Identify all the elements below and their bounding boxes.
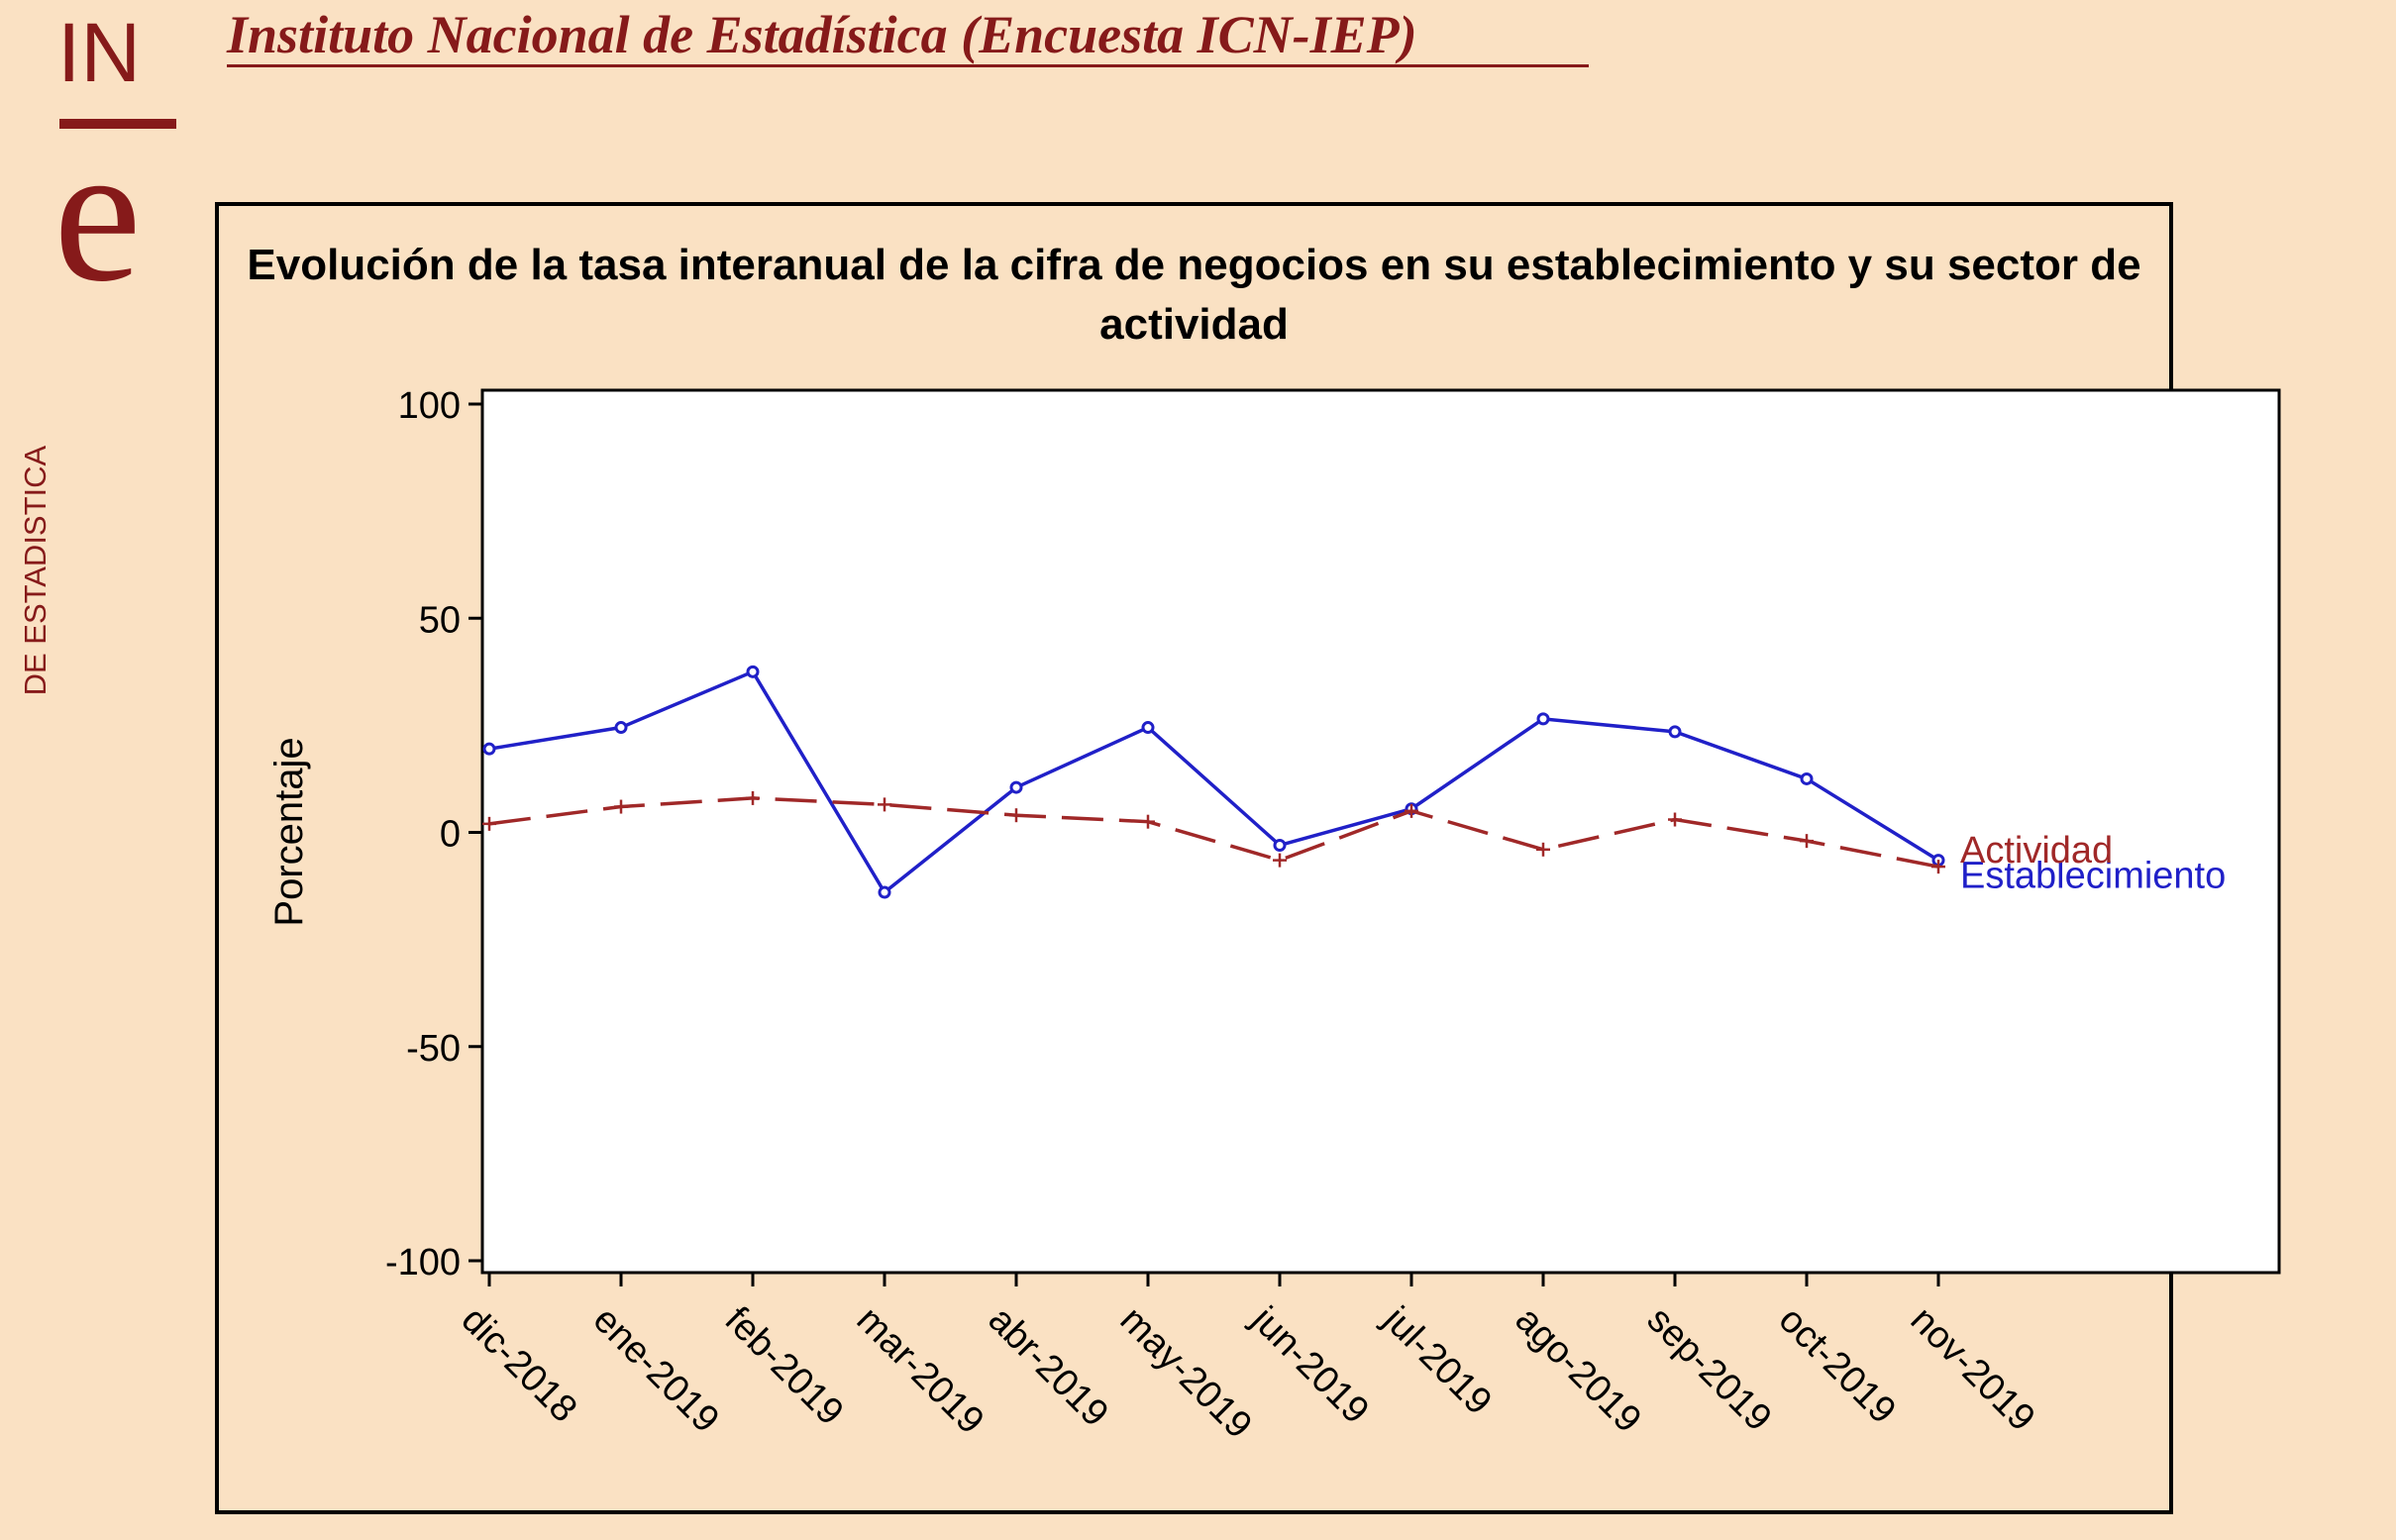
x-tick-label: mar-2019: [849, 1299, 992, 1443]
data-point-establecimiento: [1800, 771, 1814, 785]
logo-letter-e: e: [53, 104, 142, 323]
data-point-actividad: [482, 816, 496, 831]
data-point-actividad: [1536, 842, 1550, 857]
x-tick-label: sep-2019: [1639, 1299, 1780, 1440]
data-point-establecimiento: [878, 885, 891, 899]
logo-letters-in: IN: [57, 6, 141, 99]
data-point-actividad: [1141, 814, 1155, 829]
ine-logo: IN e INSTITUTO NACIONAL DE ESTADISTICA: [18, 6, 176, 693]
data-point-actividad: [1405, 803, 1418, 818]
data-point-establecimiento: [1141, 721, 1155, 735]
series-label-actividad: Actividad: [1960, 830, 2113, 872]
data-point-establecimiento: [1536, 712, 1550, 726]
y-tick-label: -100: [385, 1242, 461, 1283]
data-point-establecimiento: [1273, 838, 1287, 852]
x-tick-label: ene-2019: [585, 1299, 727, 1441]
x-tick-label: ago-2019: [1508, 1299, 1649, 1441]
y-tick-label: 100: [398, 385, 461, 427]
data-point-actividad: [1931, 860, 1945, 874]
series-line-actividad: [488, 796, 1939, 869]
chart-title: Evolución de la tasa interanual de la ci…: [247, 241, 2141, 349]
x-tick-label: nov-2019: [1903, 1299, 2043, 1440]
x-tick-label: may-2019: [1112, 1299, 1260, 1447]
title-underline: [227, 64, 1589, 67]
data-point-establecimiento: [614, 721, 628, 735]
data-point-actividad: [614, 799, 628, 814]
data-point-establecimiento: [1668, 725, 1682, 739]
x-tick-label: jul-2019: [1375, 1298, 1500, 1423]
logo-bar: [59, 119, 176, 129]
logo-side-text: INSTITUTO NACIONAL DE ESTADISTICA: [18, 445, 52, 693]
y-axis-label: Porcentaje: [267, 737, 311, 926]
x-tick-label: dic-2018: [454, 1299, 585, 1431]
plot-area: [480, 388, 2281, 1275]
series-label-establecimiento: Establecimiento: [1960, 856, 2226, 897]
series-line-establecimiento: [488, 669, 1939, 895]
x-tick-label: abr-2019: [981, 1299, 1116, 1435]
data-point-actividad: [1800, 834, 1814, 849]
data-point-actividad: [1668, 812, 1682, 827]
y-axis: 100 50 0 -50 -100: [385, 385, 482, 1283]
x-tick-label: oct-2019: [1771, 1299, 1904, 1432]
page-title: Instituto Nacional de Estadística (Encue…: [227, 5, 1417, 64]
data-point-actividad: [878, 797, 891, 812]
data-point-establecimiento: [746, 665, 760, 678]
x-tick-label: jun-2019: [1243, 1298, 1377, 1432]
data-point-establecimiento: [1009, 780, 1023, 794]
y-tick-label: 0: [440, 814, 461, 856]
data-point-actividad: [1273, 853, 1287, 868]
data-point-actividad: [1009, 808, 1023, 823]
y-tick-label: 50: [419, 599, 461, 641]
y-tick-label: -50: [406, 1028, 461, 1070]
x-axis: dic-2018 ene-2019feb-2019mar-2019abr-2019…: [454, 1273, 2043, 1447]
x-tick-label: feb-2019: [717, 1299, 852, 1434]
data-point-establecimiento: [482, 742, 496, 756]
data-point-actividad: [746, 790, 760, 805]
